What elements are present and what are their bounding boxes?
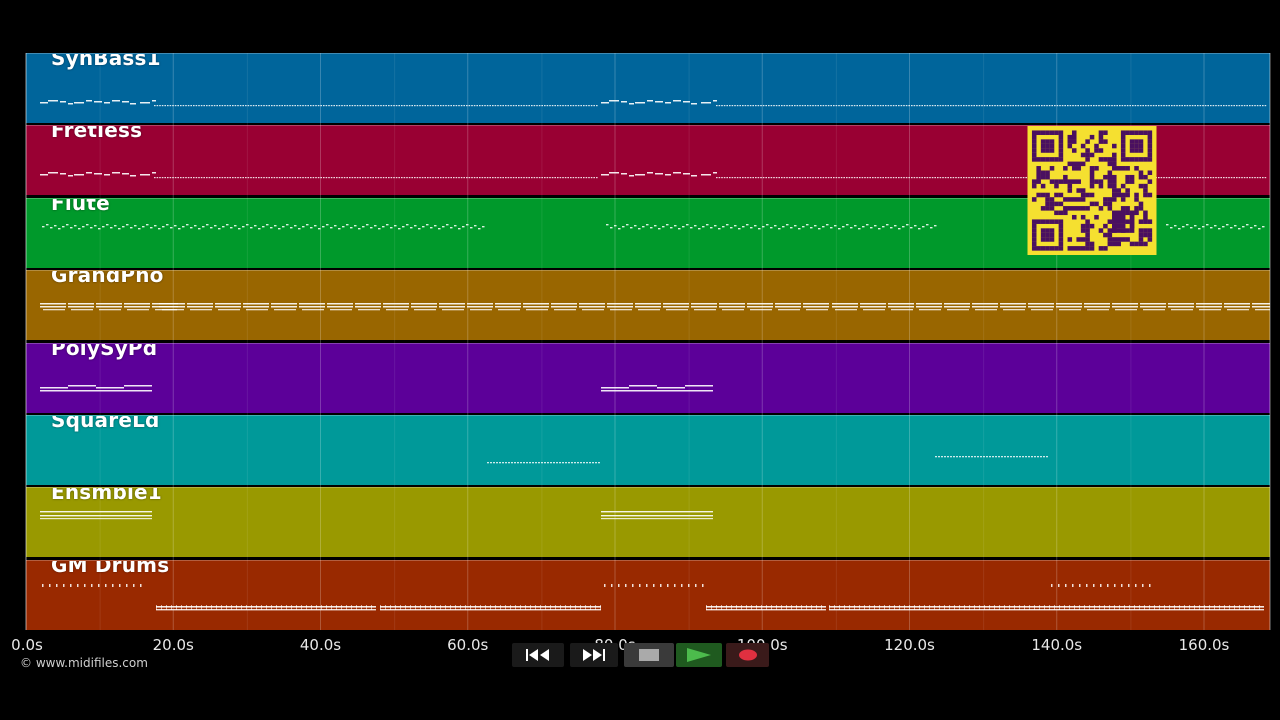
time-tick-label: 120.0s <box>884 636 935 654</box>
time-tick-label: 20.0s <box>152 636 194 654</box>
track-name: GM Drums <box>51 559 170 577</box>
note-lane <box>40 303 1270 311</box>
time-tick-label: 40.0s <box>299 636 342 654</box>
note-lane <box>42 223 1265 230</box>
note-lane <box>40 511 713 520</box>
track-name: Fretless <box>51 125 143 143</box>
track-name: Ensmble1 <box>51 487 162 505</box>
track-synbass1[interactable]: SynBass1 <box>26 53 1270 123</box>
time-tick-label: 140.0s <box>1031 636 1083 654</box>
copyright-text: © www.midifiles.com <box>20 656 148 670</box>
transport-controls <box>512 643 769 667</box>
note-lane <box>42 583 1264 611</box>
record-icon <box>738 649 757 661</box>
track-grandpno[interactable]: GrandPno <box>26 270 1270 341</box>
note-lane <box>487 456 1048 464</box>
stop-icon <box>639 649 659 661</box>
track-name: GrandPno <box>51 270 164 288</box>
record-button[interactable] <box>726 643 769 667</box>
note-lane <box>40 384 713 392</box>
play-button[interactable] <box>676 643 722 667</box>
track-squareld[interactable]: SquareLd <box>26 415 1270 485</box>
fast-forward-icon <box>583 649 605 661</box>
track-name: SynBass1 <box>51 53 161 70</box>
track-name: Flute <box>51 197 110 215</box>
time-tick-label: 160.0s <box>1178 636 1230 654</box>
track-gm-drums[interactable]: GM Drums <box>26 559 1270 630</box>
track-name: SquareLd <box>51 415 160 432</box>
time-tick-label: 0.0s <box>11 636 43 654</box>
track-ensmble1[interactable]: Ensmble1 <box>26 487 1270 558</box>
fast-forward-button[interactable] <box>570 643 618 667</box>
rewind-button[interactable] <box>512 643 564 667</box>
rewind-icon <box>526 649 549 661</box>
qr-code-icon <box>1027 126 1157 255</box>
stop-button[interactable] <box>624 643 674 667</box>
time-tick-label: 60.0s <box>447 636 489 654</box>
note-lane <box>40 100 1267 107</box>
track-polysypd[interactable]: PolySyPd <box>26 342 1270 413</box>
track-name: PolySyPd <box>51 342 158 360</box>
play-icon <box>687 648 711 662</box>
